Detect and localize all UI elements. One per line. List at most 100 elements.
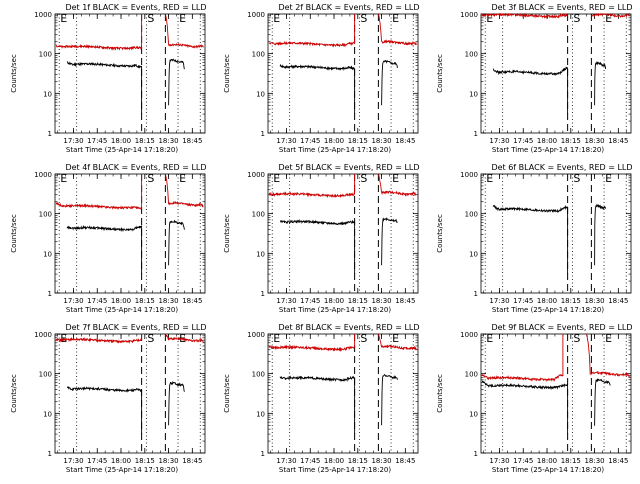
x-tick-label: 17:45 xyxy=(87,137,107,145)
marker-label: E xyxy=(273,12,280,25)
chart-panel: Det 7f BLACK = Events, RED = LLD 1 10 100 10… xyxy=(10,323,207,474)
chart-title: Det 1f BLACK = Events, RED = LLD xyxy=(65,3,206,12)
y-axis-label: Counts/sec xyxy=(10,374,18,413)
x-tick-label: 18:00 xyxy=(324,297,344,305)
marker-label: E xyxy=(273,172,280,185)
lld-series-line xyxy=(377,13,417,46)
plot-frame xyxy=(267,173,419,294)
x-tick-label: 18:00 xyxy=(537,137,557,145)
x-tick-label: 18:45 xyxy=(608,137,628,145)
y-axis-label: Counts/sec xyxy=(436,214,444,253)
y-tick-label: 1000 xyxy=(247,331,265,339)
y-tick-label: 1000 xyxy=(460,171,478,179)
x-tick-label: 17:45 xyxy=(513,297,533,305)
x-tick-label: 18:00 xyxy=(111,137,131,145)
x-tick-label: 18:00 xyxy=(111,457,131,465)
x-tick-label: 18:15 xyxy=(135,297,155,305)
marker-label: E xyxy=(486,172,493,185)
y-tick-label: 100 xyxy=(252,51,265,59)
x-axis-label: Start Time (25-Apr-14 17:18:20) xyxy=(279,306,391,314)
marker-label: S xyxy=(147,172,154,185)
y-tick-label: 10 xyxy=(469,410,478,418)
marker-label: S xyxy=(573,172,580,185)
events-series-line xyxy=(594,61,607,106)
x-tick-label: 17:30 xyxy=(276,137,296,145)
x-tick-label: 17:45 xyxy=(87,297,107,305)
y-tick-label: 1 xyxy=(48,130,52,138)
events-series-line xyxy=(168,58,185,106)
y-tick-label: 1000 xyxy=(34,11,52,19)
x-tick-label: 18:15 xyxy=(561,137,581,145)
x-tick-label: 17:30 xyxy=(276,457,296,465)
x-tick-label: 18:00 xyxy=(324,137,344,145)
y-tick-label: 1 xyxy=(48,290,52,298)
chart-title: Det 5f BLACK = Events, RED = LLD xyxy=(278,163,419,172)
x-tick-label: 17:45 xyxy=(513,137,533,145)
chart-title: Det 3f BLACK = Events, RED = LLD xyxy=(491,3,632,12)
plot-frame xyxy=(54,13,206,134)
x-axis-label: Start Time (25-Apr-14 17:18:20) xyxy=(492,306,604,314)
y-tick-label: 1 xyxy=(474,450,478,458)
x-tick-label: 18:30 xyxy=(584,137,604,145)
marker-label: E xyxy=(179,12,186,25)
x-tick-label: 17:30 xyxy=(489,297,509,305)
x-tick-label: 17:30 xyxy=(276,297,296,305)
y-tick-label: 1000 xyxy=(34,171,52,179)
x-tick-label: 17:45 xyxy=(87,457,107,465)
marker-label: E xyxy=(392,12,399,25)
y-tick-label: 100 xyxy=(252,211,265,219)
marker-label: S xyxy=(360,172,367,185)
events-series-line xyxy=(66,386,143,435)
x-tick-label: 18:30 xyxy=(158,297,178,305)
marker-label: S xyxy=(360,332,367,345)
events-series-line xyxy=(594,203,606,266)
y-tick-label: 100 xyxy=(39,211,52,219)
lld-series-line xyxy=(378,174,417,197)
x-tick-label: 18:00 xyxy=(324,457,344,465)
y-tick-label: 1 xyxy=(261,450,265,458)
x-axis-label: Start Time (25-Apr-14 17:18:20) xyxy=(66,146,178,154)
plot-frame xyxy=(267,13,419,134)
lld-series-line xyxy=(591,12,630,18)
events-series-line xyxy=(381,374,398,426)
chart-title: Det 9f BLACK = Events, RED = LLD xyxy=(491,323,632,332)
chart-title: Det 7f BLACK = Events, RED = LLD xyxy=(65,323,206,332)
x-tick-label: 18:30 xyxy=(371,457,391,465)
y-tick-label: 100 xyxy=(39,371,52,379)
y-tick-label: 100 xyxy=(252,371,265,379)
x-tick-label: 17:30 xyxy=(489,457,509,465)
marker-label: S xyxy=(147,12,154,25)
y-tick-label: 100 xyxy=(39,51,52,59)
chart-title: Det 6f BLACK = Events, RED = LLD xyxy=(491,163,632,172)
y-tick-label: 1 xyxy=(261,290,265,298)
marker-label: E xyxy=(486,332,493,345)
marker-label: E xyxy=(605,12,612,25)
marker-label: E xyxy=(273,332,280,345)
events-series-line xyxy=(168,219,185,266)
marker-label: E xyxy=(60,172,67,185)
y-axis-label: Counts/sec xyxy=(223,54,231,93)
marker-label: S xyxy=(360,12,367,25)
x-tick-label: 18:45 xyxy=(395,297,415,305)
y-tick-label: 10 xyxy=(469,90,478,98)
x-axis-label: Start Time (25-Apr-14 17:18:20) xyxy=(66,466,178,474)
y-axis-label: Counts/sec xyxy=(10,54,18,93)
y-tick-label: 1 xyxy=(474,130,478,138)
plot-frame xyxy=(54,173,206,294)
marker-label: E xyxy=(605,172,612,185)
y-tick-label: 10 xyxy=(43,250,52,258)
x-axis-label: Start Time (25-Apr-14 17:18:20) xyxy=(492,146,604,154)
y-tick-label: 10 xyxy=(469,250,478,258)
x-tick-label: 17:45 xyxy=(300,457,320,465)
x-tick-label: 18:00 xyxy=(537,297,557,305)
x-tick-label: 18:30 xyxy=(584,457,604,465)
lld-series-line xyxy=(55,174,143,211)
lld-series-line xyxy=(377,333,417,351)
marker-label: E xyxy=(392,332,399,345)
events-series-line xyxy=(381,59,398,106)
chart-title: Det 4f BLACK = Events, RED = LLD xyxy=(65,163,206,172)
x-tick-label: 17:30 xyxy=(63,137,83,145)
x-tick-label: 18:30 xyxy=(158,457,178,465)
x-axis-label: Start Time (25-Apr-14 17:18:20) xyxy=(492,466,604,474)
